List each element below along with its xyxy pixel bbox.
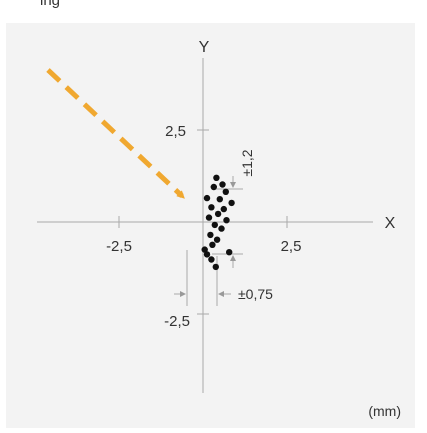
data-point-13	[211, 221, 218, 229]
x-spread-label: ±0,75	[238, 286, 273, 302]
data-point-21	[208, 256, 215, 263]
header-text-fragment: ing	[40, 0, 61, 9]
data-point-3	[210, 183, 217, 191]
data-point-11	[205, 214, 213, 221]
data-point-19	[203, 251, 211, 258]
data-point-12	[223, 217, 230, 224]
data-point-15	[207, 231, 214, 239]
data-point-17	[209, 241, 216, 248]
x-tick-label-neg: -2,5	[106, 238, 132, 255]
data-point-5	[203, 194, 211, 202]
y-axis-label: Y	[199, 39, 210, 56]
x-axis-label: X	[385, 215, 396, 232]
data-point-10	[214, 210, 222, 218]
unit-label: (mm)	[368, 403, 401, 419]
plot-background	[6, 23, 415, 428]
y-tick-label-pos: 2,5	[165, 123, 186, 140]
data-points	[201, 174, 235, 271]
data-point-8	[208, 204, 215, 211]
y-tick-label-neg: -2,5	[164, 313, 190, 330]
x-tick-label-pos: 2,5	[281, 238, 302, 255]
direction-arrow	[46, 68, 185, 199]
y-spread-label: ±1,2	[239, 149, 255, 176]
data-point-6	[216, 196, 223, 203]
data-point-9	[220, 205, 227, 213]
data-point-18	[201, 246, 208, 253]
data-point-16	[213, 236, 221, 243]
data-point-1	[213, 174, 220, 181]
data-point-14	[218, 225, 225, 232]
data-point-20	[226, 249, 233, 256]
data-point-22	[212, 263, 219, 271]
data-point-7	[228, 199, 235, 207]
data-point-2	[219, 181, 226, 188]
data-point-4	[222, 188, 229, 195]
